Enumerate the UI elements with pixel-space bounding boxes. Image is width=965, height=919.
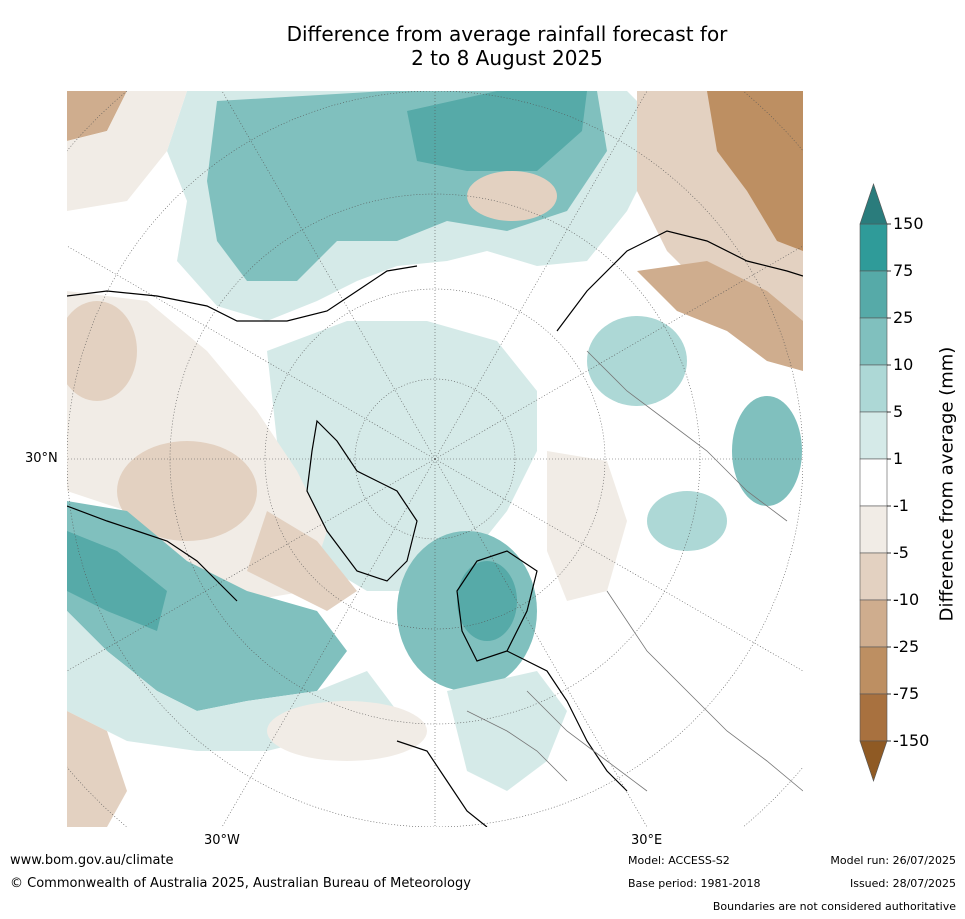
- anomaly-region-ne-dry: [707, 91, 803, 251]
- graticule: [67, 91, 803, 827]
- colorbar-swatch: [859, 223, 888, 272]
- anomaly-region-hudson-dry: [67, 301, 137, 401]
- footer-model-run: Model run: 26/07/2025: [830, 854, 956, 867]
- anomaly-region-asia-wet-2: [587, 316, 687, 406]
- anomaly-region-siberia-dry: [637, 261, 803, 371]
- anomaly-region-arctic-wet: [267, 321, 537, 591]
- anomaly-region-pacific-core: [407, 91, 587, 171]
- lon-label-30e: 30°E: [631, 833, 663, 848]
- chart-title: Difference from average rainfall forecas…: [0, 22, 965, 70]
- country-borders: [466, 350, 803, 792]
- colorbar-swatch: [859, 599, 888, 648]
- footer-disclaimer: Boundaries are not considered authoritat…: [712, 900, 956, 913]
- anomaly-region-asia-wet-3: [647, 491, 727, 551]
- rainfall-anomaly-map: [67, 91, 803, 827]
- colorbar-tick-label: 150: [893, 214, 924, 233]
- colorbar-tick-label: 5: [893, 402, 904, 421]
- footer-issued: Issued: 28/07/2025: [849, 877, 956, 890]
- footer-model: Model: ACCESS-S2: [628, 854, 730, 867]
- anomaly-region-central-asia-light: [547, 451, 627, 601]
- anomaly-region-atlantic-wet: [67, 501, 347, 711]
- footer-base-period: Base period: 1981-2018: [628, 877, 761, 890]
- colorbar-swatch: [859, 270, 888, 319]
- colorbar-tick-label: 10: [893, 355, 914, 374]
- anomaly-region-nw-light: [67, 91, 187, 211]
- anomaly-region-sw-dry: [67, 711, 127, 827]
- colorbar-tick-label: -25: [893, 637, 920, 656]
- colorbar-extend-top: [859, 183, 888, 225]
- footer-url[interactable]: www.bom.gov.au/climate: [10, 853, 174, 868]
- anomaly-region-pacific-dry: [467, 171, 557, 221]
- anomaly-region-midatlantic-dry: [267, 701, 427, 761]
- colorbar-tick-label: -5: [893, 543, 909, 562]
- colorbar-title: Difference from average (mm): [936, 346, 958, 622]
- colorbar-tick-label: 75: [893, 261, 914, 280]
- colorbar-tick-label: -75: [893, 684, 920, 703]
- anomaly-region-canada-core: [117, 441, 257, 541]
- colorbar-swatches: [859, 183, 891, 782]
- colorbar-tick-label: -1: [893, 496, 909, 515]
- colorbar-swatch: [859, 411, 888, 460]
- anomaly-region-atlantic-dry: [247, 511, 357, 611]
- colorbar-swatch: [859, 317, 888, 366]
- coastlines: [67, 230, 803, 827]
- anomaly-region-atlantic-core: [67, 531, 167, 631]
- colorbar-extend-bottom: [859, 740, 888, 782]
- colorbar-swatch: [859, 552, 888, 601]
- anomaly-region-asia-wet-1: [732, 396, 802, 506]
- colorbar-swatch: [859, 364, 888, 413]
- colorbar-swatch: [859, 505, 888, 554]
- colorbar-swatch: [859, 458, 888, 507]
- anomaly-region-scandinavia-core: [457, 561, 517, 641]
- title-line-2: 2 to 8 August 2025: [411, 46, 603, 70]
- title-line-1: Difference from average rainfall forecas…: [286, 22, 728, 46]
- anomaly-region-nw-dry: [67, 91, 127, 141]
- colorbar-swatch: [859, 646, 888, 695]
- colorbar-tick-label: 25: [893, 308, 914, 327]
- colorbar-tick-label: -10: [893, 590, 920, 609]
- colorbar-tick-label: -150: [893, 731, 930, 750]
- footer-copyright: © Commonwealth of Australia 2025, Austra…: [10, 876, 471, 891]
- colorbar-tick-label: 1: [893, 449, 904, 468]
- lon-label-30w: 30°W: [204, 833, 240, 848]
- lat-label-30n: 30°N: [25, 451, 58, 466]
- colorbar-swatch: [859, 693, 888, 742]
